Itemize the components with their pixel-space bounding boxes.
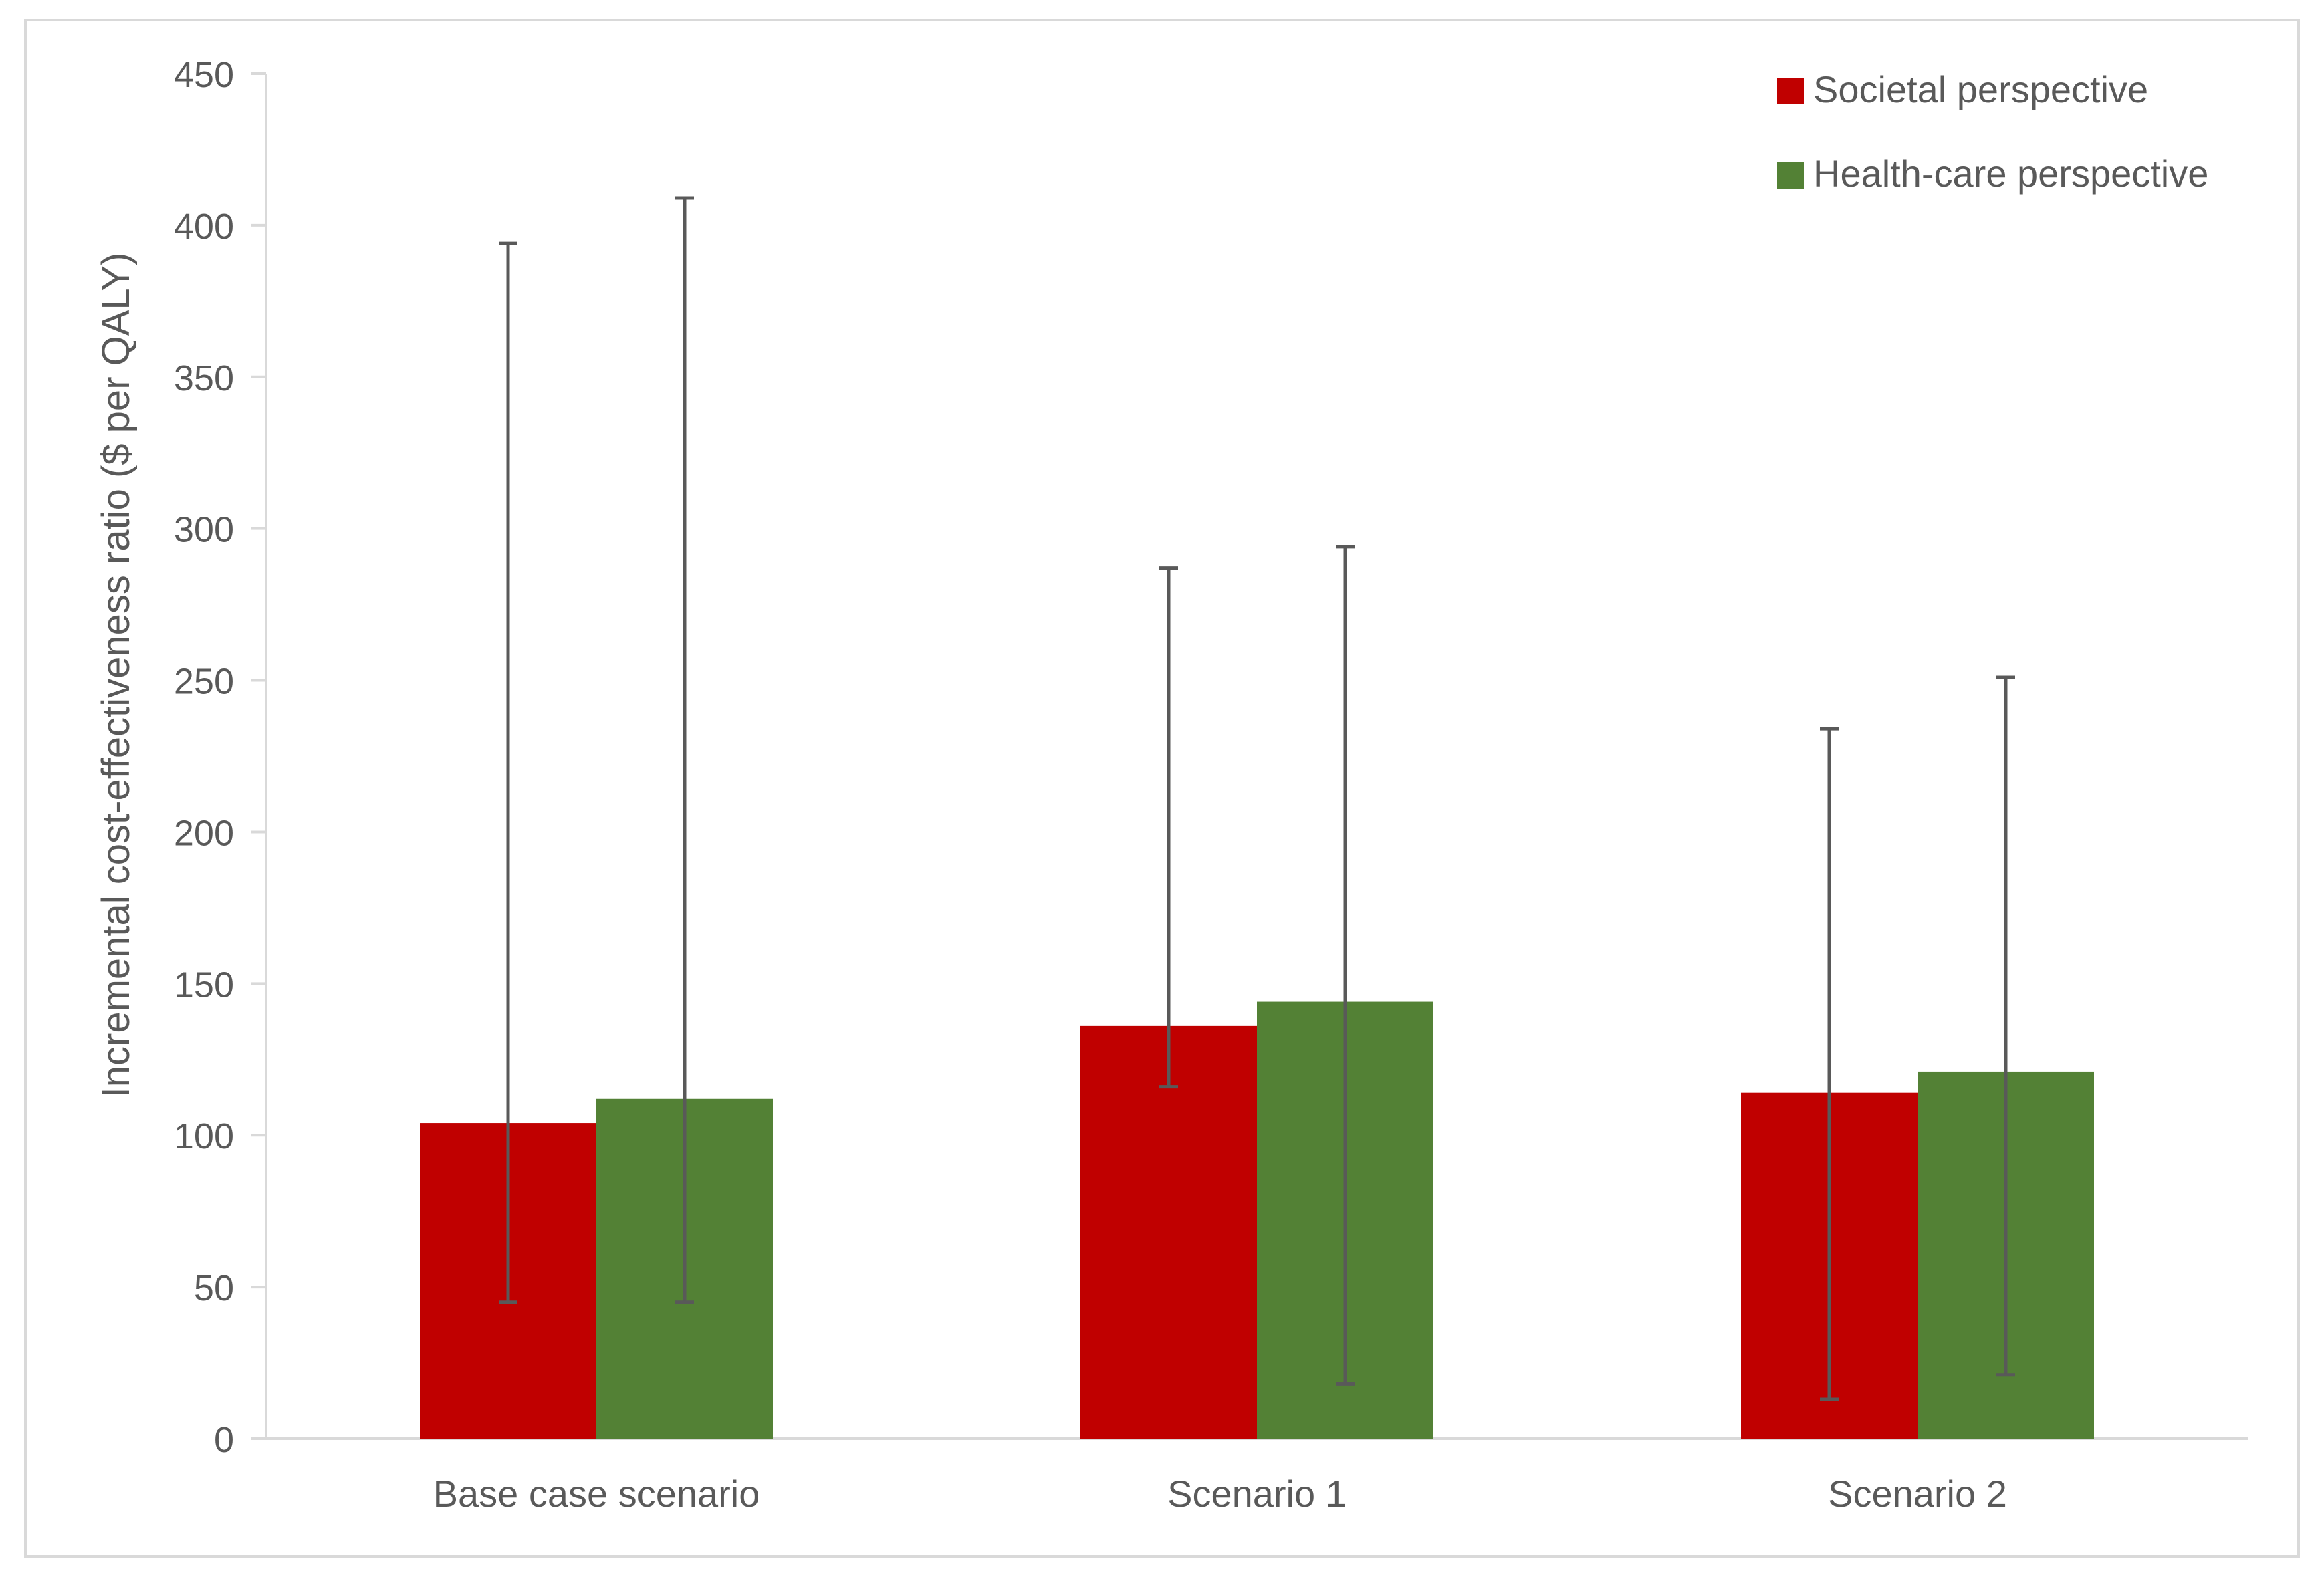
x-tick-label: Scenario 1: [1167, 1473, 1347, 1515]
y-tick-label: 400: [174, 207, 234, 247]
legend-label: Health-care perspective: [1813, 152, 2208, 195]
legend-swatch: [1777, 78, 1804, 104]
y-tick-label: 450: [174, 55, 234, 95]
y-tick-label: 350: [174, 358, 234, 398]
y-axis-label: Incremental cost-effectiveness ratio ($ …: [94, 253, 138, 1098]
bars-group: [420, 1001, 2094, 1439]
x-tick-label: Base case scenario: [433, 1473, 760, 1515]
y-tick-label: 50: [194, 1268, 234, 1308]
y-tick-label: 0: [214, 1420, 234, 1460]
legend-label: Societal perspective: [1813, 68, 2148, 110]
error-bars-group: [499, 196, 2015, 1401]
y-tick-label: 300: [174, 510, 234, 550]
bar: [1080, 1025, 1257, 1439]
y-axis: 0 50 100 150 200 250 300 350 400 450: [174, 55, 267, 1460]
y-tick-label: 200: [174, 813, 234, 853]
legend: Societal perspective Health-care perspect…: [1777, 68, 2208, 195]
y-tick-label: 100: [174, 1116, 234, 1157]
y-tick-label: 250: [174, 662, 234, 702]
legend-swatch: [1777, 162, 1804, 189]
y-tick-label: 150: [174, 965, 234, 1005]
x-tick-label: Scenario 2: [1828, 1473, 2007, 1515]
